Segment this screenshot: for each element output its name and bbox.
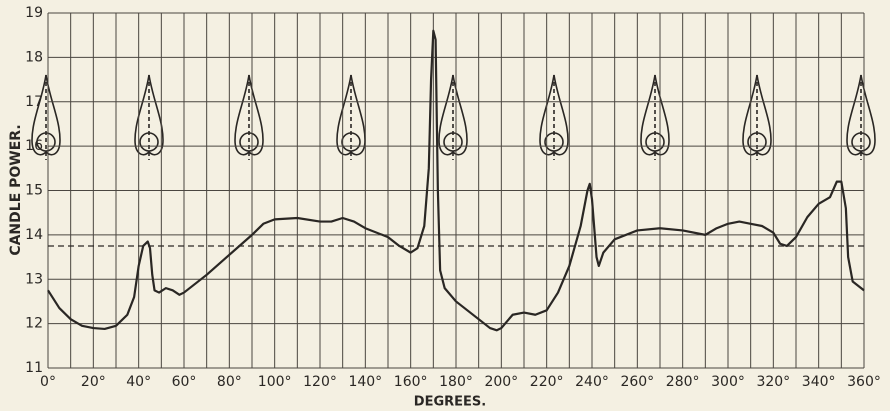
x-tick-label: 120° bbox=[303, 374, 337, 390]
x-tick-label: 340° bbox=[802, 374, 836, 390]
x-tick-label: 260° bbox=[620, 374, 654, 390]
data-line bbox=[47, 29, 865, 332]
y-tick-label: 16 bbox=[25, 138, 43, 154]
y-tick-label: 11 bbox=[25, 360, 43, 376]
x-tick-label: 60° bbox=[172, 374, 197, 390]
filament-icon bbox=[640, 74, 670, 161]
x-tick-label: 180° bbox=[439, 374, 473, 390]
y-tick-label: 12 bbox=[25, 316, 43, 332]
x-tick-label: 300° bbox=[711, 374, 745, 390]
x-tick-label: 280° bbox=[666, 374, 700, 390]
x-tick-label: 100° bbox=[258, 374, 292, 390]
y-tick-label: 13 bbox=[25, 271, 43, 287]
x-tick-label: 360° bbox=[847, 374, 881, 390]
x-tick-label: 20° bbox=[81, 374, 106, 390]
filament-icons bbox=[31, 74, 876, 161]
filament-icon bbox=[742, 74, 772, 161]
x-tick-label: 240° bbox=[575, 374, 609, 390]
filament-icon bbox=[134, 74, 164, 161]
x-tick-label: 200° bbox=[484, 374, 518, 390]
filament-icon bbox=[234, 74, 264, 161]
y-tick-label: 18 bbox=[25, 49, 43, 65]
y-tick-label: 14 bbox=[25, 227, 43, 243]
x-tick-label: 320° bbox=[756, 374, 790, 390]
filament-icon bbox=[846, 74, 876, 161]
x-tick-label: 40° bbox=[126, 374, 151, 390]
x-tick-label: 0° bbox=[40, 374, 56, 390]
y-tick-label: 15 bbox=[25, 183, 43, 199]
x-tick-label: 140° bbox=[348, 374, 382, 390]
filament-icon bbox=[336, 74, 366, 161]
y-tick-label: 17 bbox=[25, 94, 43, 110]
y-axis-label: CANDLE POWER. bbox=[8, 124, 24, 255]
x-tick-label: 220° bbox=[530, 374, 564, 390]
filament-icon bbox=[438, 74, 468, 161]
x-tick-label: 160° bbox=[394, 374, 428, 390]
x-axis-label: DEGREES. bbox=[414, 395, 486, 410]
x-tick-label: 80° bbox=[217, 374, 242, 390]
y-tick-label: 19 bbox=[25, 5, 43, 21]
filament-icon bbox=[539, 74, 569, 161]
